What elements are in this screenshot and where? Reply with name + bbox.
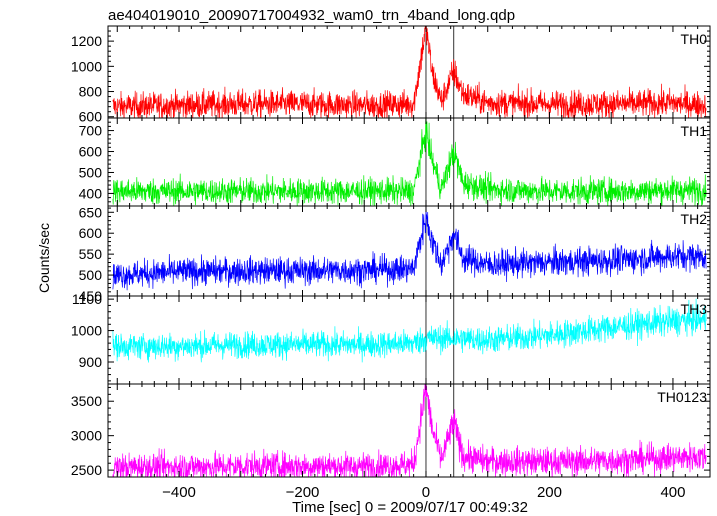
y-tick-label: 1100 — [72, 291, 102, 307]
y-tick-label: 500 — [79, 267, 103, 283]
panel-th2: 450 500 550 600 650 TH2 — [79, 204, 711, 304]
panel-label: TH1 — [681, 123, 708, 139]
panel-frame — [107, 383, 711, 478]
y-tick-label: 800 — [79, 84, 103, 100]
y-tick-label: 2500 — [71, 462, 102, 478]
y-tick-label: 1000 — [71, 323, 102, 339]
y-tick-label: 1000 — [71, 58, 102, 74]
series-line-th0 — [112, 26, 707, 118]
panel-th3: 900 1000 1100 TH3 — [71, 291, 711, 385]
y-tick-label: 3500 — [71, 393, 102, 409]
panel-frame — [107, 205, 711, 297]
series-line-th2 — [112, 206, 707, 291]
y-tick-label: 450 — [79, 288, 103, 304]
x-tick-label: −400 — [162, 484, 196, 501]
panel-th0123: 2500 3000 3500 TH0123 — [71, 383, 711, 478]
chart-title: ae404019010_20090717004932_wam0_trn_4ban… — [108, 7, 515, 24]
y-tick-label: 650 — [79, 204, 103, 220]
y-tick-label: 600 — [79, 109, 103, 125]
series-line-th0123 — [112, 384, 707, 477]
y-tick-label: 700 — [79, 123, 103, 139]
y-tick-label: 900 — [79, 354, 103, 370]
x-tick-label: 400 — [660, 484, 685, 501]
y-tick-label: 400 — [79, 185, 103, 201]
x-tick-label: −200 — [286, 484, 320, 501]
x-axis-label: Time [sec] 0 = 2009/07/17 00:49:32 — [292, 499, 528, 516]
x-axis: −400 −200 0 200 400 — [162, 484, 685, 501]
y-axis-label: Counts/sec — [36, 223, 52, 293]
y-tick-label: 600 — [79, 144, 103, 160]
panel-label: TH3 — [681, 301, 708, 317]
series-line-th3 — [112, 298, 707, 363]
panel-th0: 600 800 1000 1200 TH0 — [71, 25, 711, 125]
y-tick-label: 600 — [79, 225, 103, 241]
x-tick-label: 0 — [422, 484, 430, 501]
panel-label: TH2 — [681, 211, 708, 227]
y-tick-label: 3000 — [71, 428, 102, 444]
panel-label: TH0 — [681, 31, 708, 47]
y-tick-label: 550 — [79, 246, 103, 262]
panel-th1: 400 500 600 700 TH1 — [79, 117, 711, 207]
x-tick-label: 200 — [537, 484, 562, 501]
series-line-th1 — [112, 118, 707, 206]
panel-label: TH0123 — [657, 389, 707, 405]
y-tick-label: 500 — [79, 164, 103, 180]
y-tick-label: 1200 — [71, 33, 102, 49]
